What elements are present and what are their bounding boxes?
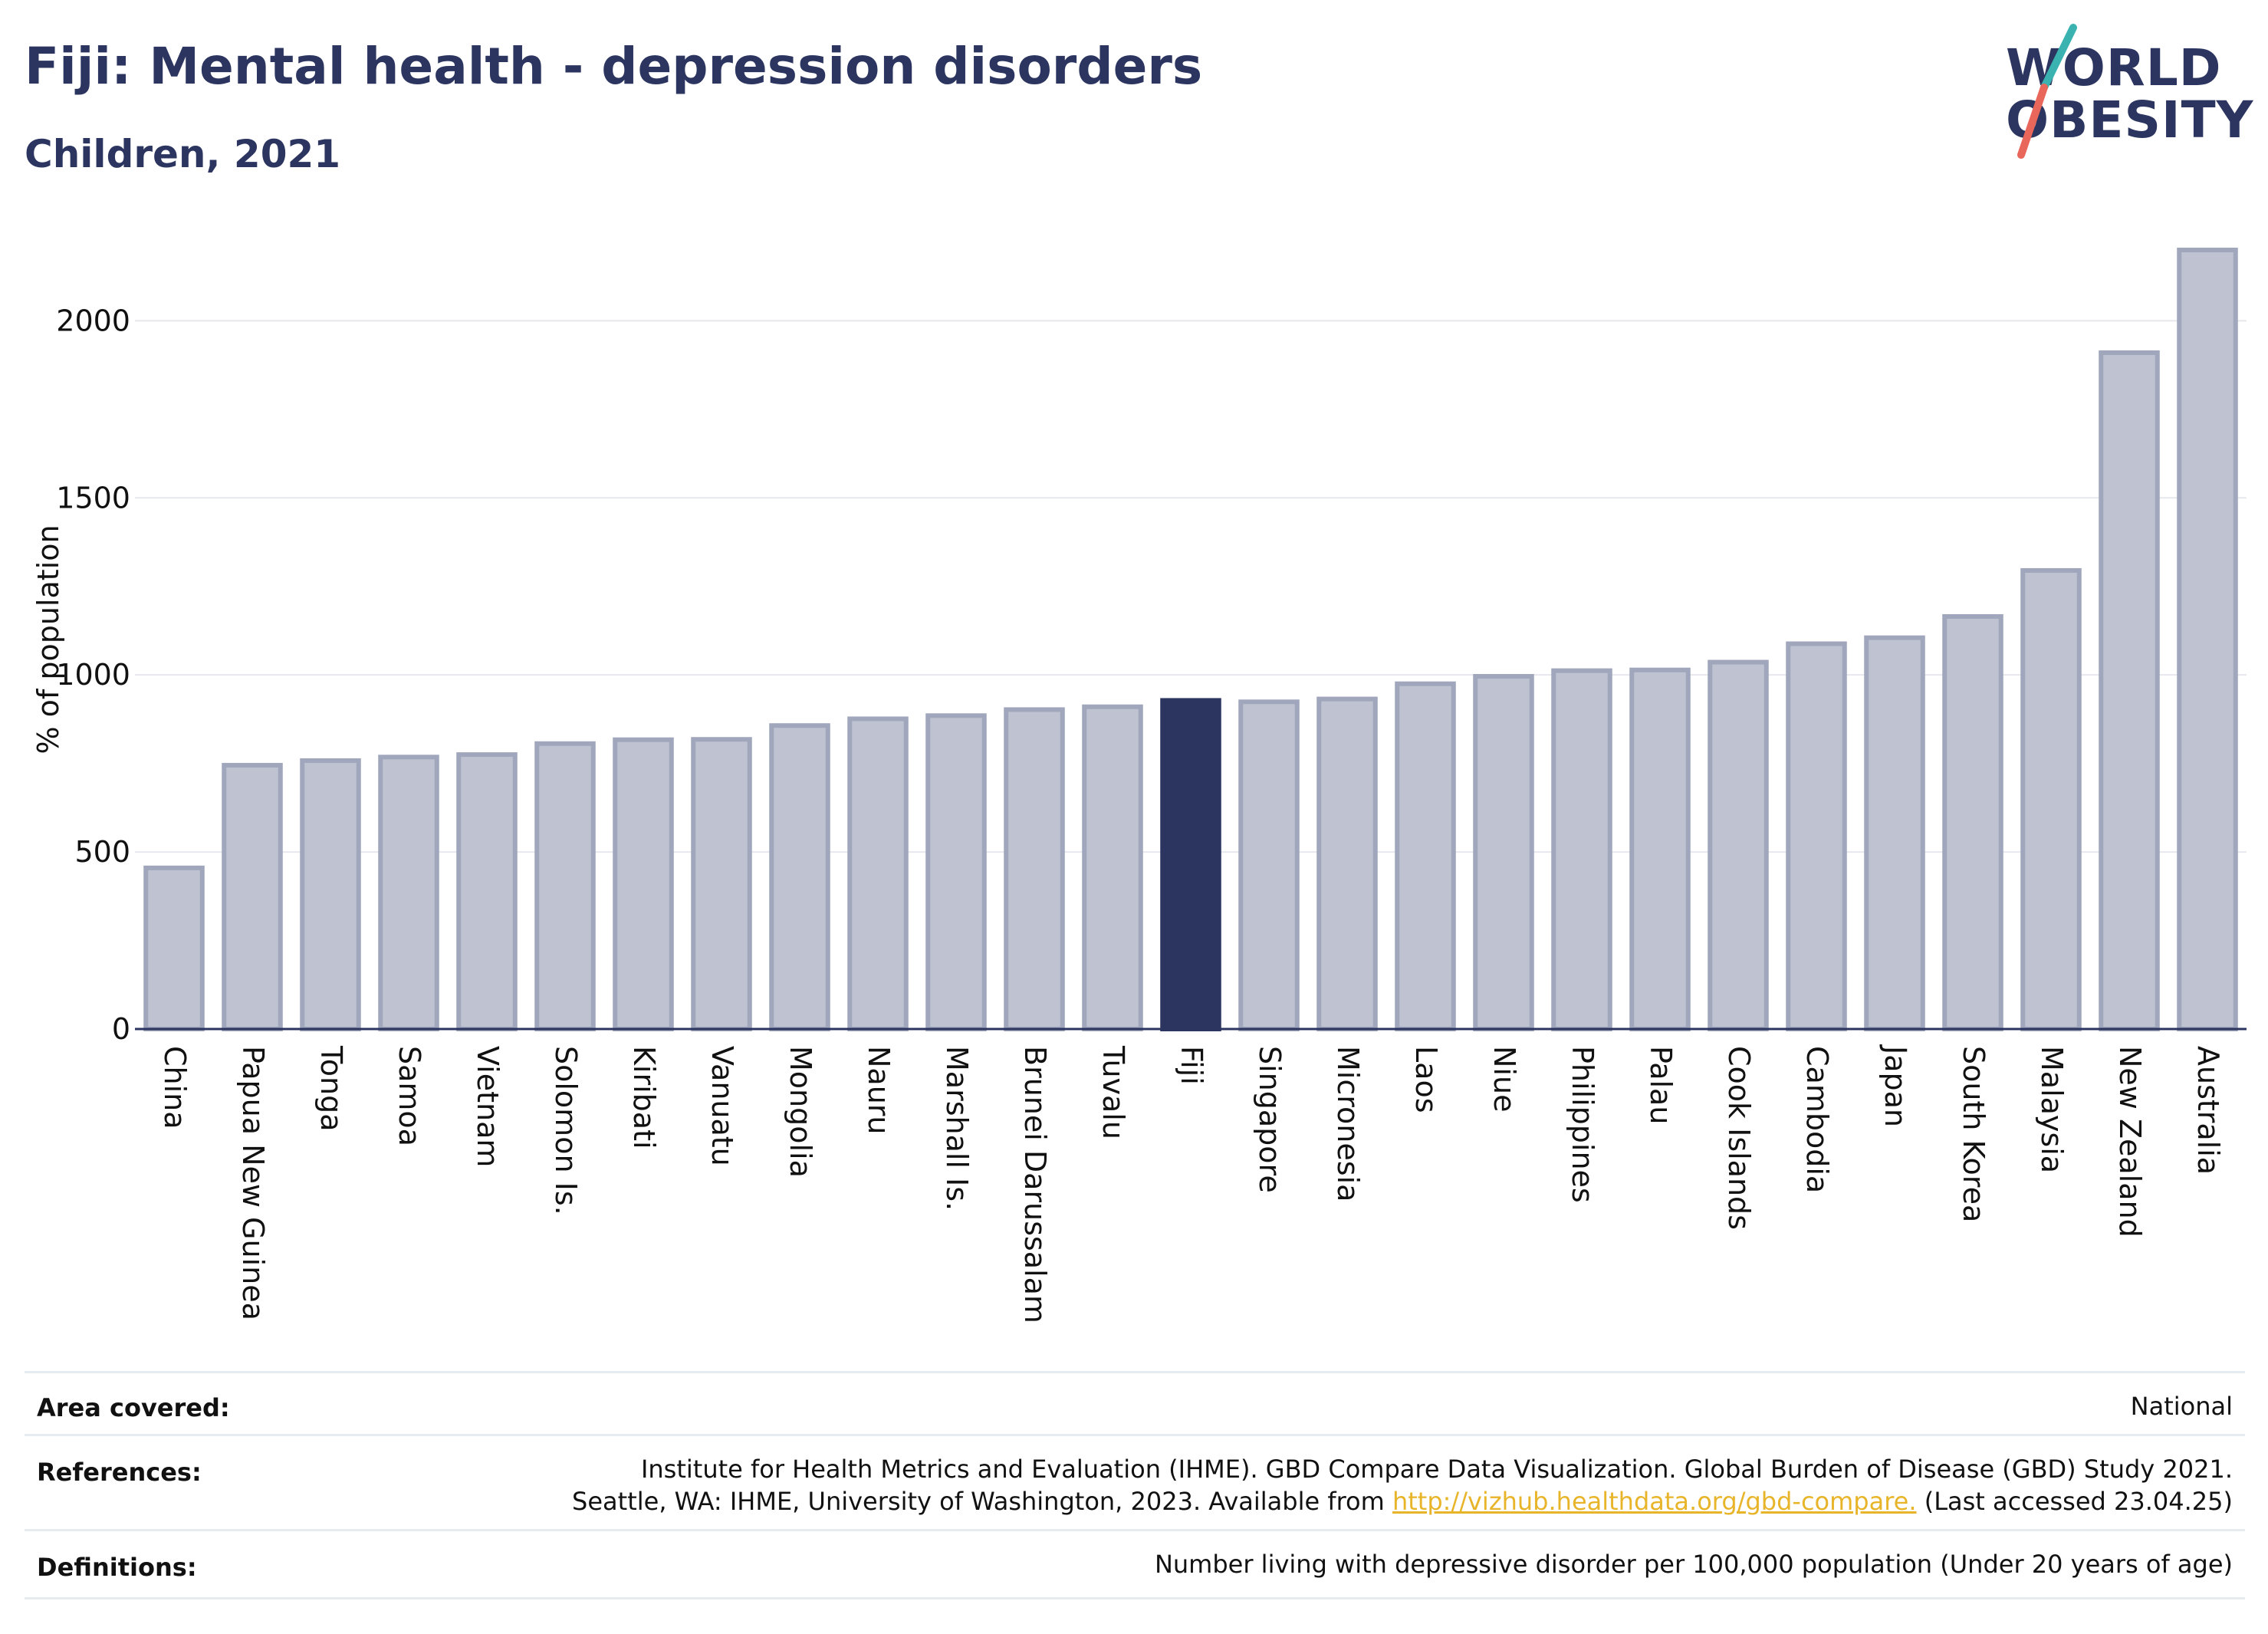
bar-new-zealand — [2099, 350, 2160, 1032]
bar-chart: 0 500 1000 1500 2000 China Papua New Guinea To… — [31, 248, 2247, 1323]
page-subtitle: Children, 2021 — [25, 132, 341, 176]
x-tick-label: Palau — [1644, 1046, 1678, 1124]
x-tick-label: Tuvalu — [1096, 1045, 1130, 1139]
x-tick-label: Nauru — [862, 1046, 896, 1135]
area-covered-label: Area covered: — [37, 1393, 230, 1422]
area-covered-value: National — [2130, 1392, 2233, 1421]
y-tick-label: 500 — [74, 835, 130, 869]
x-tick-label: Brunei Darussalam — [1018, 1046, 1052, 1323]
definitions-value: Number living with depressive disorder p… — [1154, 1550, 2233, 1579]
bar-kiribati — [613, 737, 674, 1031]
bar-brunei-darussalam — [1004, 707, 1065, 1031]
x-tick-label: Singapore — [1253, 1046, 1287, 1193]
bar-malaysia — [2020, 567, 2082, 1031]
x-tick-label: Mongolia — [784, 1046, 817, 1178]
x-tick-label: Vietnam — [471, 1046, 505, 1167]
bar-samoa — [378, 755, 439, 1031]
logo-slash-icon — [2017, 24, 2077, 159]
footer-row-area: Area covered: National — [25, 1371, 2245, 1436]
bar-japan — [1864, 635, 1925, 1031]
bar-marshall-is — [925, 713, 987, 1031]
bar-tuvalu — [1082, 704, 1143, 1032]
x-tick-label: Samoa — [393, 1046, 426, 1146]
x-tick-label: Malaysia — [2035, 1046, 2069, 1173]
bar-vietnam — [456, 752, 518, 1031]
x-tick-label: Kiribati — [627, 1046, 661, 1149]
x-tick-label: Solomon Is. — [549, 1046, 583, 1215]
bar-papua-new-guinea — [222, 762, 283, 1031]
bar-vanuatu — [691, 737, 752, 1031]
x-tick-label: New Zealand — [2113, 1046, 2147, 1238]
x-axis-labels: China Papua New Guinea Tonga Samoa Vietnam So… — [158, 1044, 2225, 1323]
bar-laos — [1395, 681, 1456, 1032]
bar-singapore — [1238, 699, 1300, 1032]
bar-palau — [1629, 667, 1691, 1031]
bar-micronesia — [1316, 696, 1378, 1031]
logo-text-line2: OBESITY — [2006, 90, 2254, 150]
bar-cambodia — [1786, 641, 1847, 1031]
x-tick-label: China — [158, 1046, 192, 1129]
y-axis-label: % of population — [31, 524, 65, 754]
bar-cook-islands — [1708, 659, 1769, 1031]
bar-china — [143, 865, 205, 1031]
world-obesity-logo: WORLD OBESITY — [1994, 23, 2254, 161]
x-tick-label: Australia — [2191, 1046, 2225, 1175]
references-line2-prefix: Seattle, WA: IHME, University of Washing… — [572, 1487, 1392, 1516]
references-line2-suffix: (Last accessed 23.04.25) — [1916, 1487, 2233, 1516]
y-axis-ticks: 0 500 1000 1500 2000 — [56, 304, 130, 1046]
x-tick-label: Papua New Guinea — [236, 1046, 270, 1320]
x-tick-label: Fiji — [1175, 1046, 1208, 1085]
x-tick-label: Vanuatu — [705, 1046, 739, 1166]
references-line2: Seattle, WA: IHME, University of Washing… — [572, 1485, 2233, 1517]
references-label: References: — [37, 1458, 202, 1487]
x-tick-label: Marshall Is. — [940, 1046, 974, 1211]
x-tick-label: Niue — [1487, 1046, 1521, 1112]
bars — [143, 248, 2238, 1032]
x-tick-label: Philippines — [1566, 1046, 1599, 1203]
bar-solomon-is — [534, 741, 596, 1031]
bar-fiji — [1160, 698, 1221, 1031]
definitions-label: Definitions: — [37, 1553, 197, 1582]
x-tick-label: Micronesia — [1331, 1046, 1365, 1202]
x-tick-label: Tonga — [314, 1045, 348, 1132]
bar-tonga — [300, 758, 361, 1032]
y-tick-label: 0 — [112, 1012, 130, 1046]
y-tick-label: 2000 — [56, 304, 130, 337]
footer-row-definitions: Definitions: Number living with depressi… — [25, 1529, 2245, 1599]
logo-slash-bottom — [2017, 84, 2048, 159]
references-value: Institute for Health Metrics and Evaluat… — [572, 1453, 2233, 1517]
page-title: Fiji: Mental health - depression disorde… — [25, 37, 1203, 96]
footer-row-references: References: Institute for Health Metrics… — [25, 1434, 2245, 1531]
bar-philippines — [1551, 668, 1612, 1031]
x-tick-label: Cook Islands — [1722, 1046, 1756, 1230]
references-line1: Institute for Health Metrics and Evaluat… — [640, 1455, 2233, 1484]
x-tick-label: South Korea — [1957, 1046, 1990, 1222]
logo-slash-top — [2040, 24, 2077, 91]
x-tick-label: Laos — [1409, 1046, 1443, 1113]
references-link[interactable]: http://vizhub.healthdata.org/gbd-compare… — [1392, 1487, 1917, 1516]
bar-nauru — [847, 716, 909, 1031]
y-tick-label: 1500 — [56, 481, 130, 515]
bar-niue — [1473, 674, 1534, 1032]
y-tick-label: 1000 — [56, 658, 130, 692]
x-tick-label: Cambodia — [1800, 1046, 1834, 1193]
x-tick-label: Japan — [1878, 1044, 1912, 1127]
bar-mongolia — [769, 723, 830, 1031]
bar-australia — [2177, 248, 2238, 1031]
bar-south-korea — [1942, 613, 2003, 1031]
